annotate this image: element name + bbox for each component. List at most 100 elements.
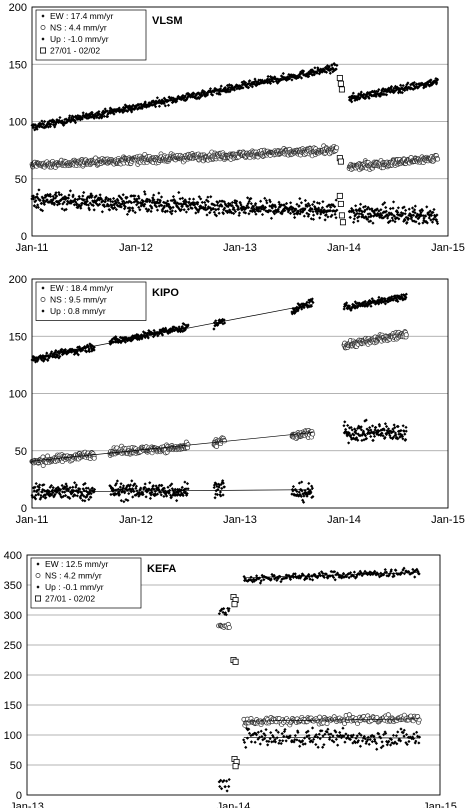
data-point (371, 221, 375, 225)
data-point (196, 200, 200, 205)
data-point (95, 115, 99, 120)
data-point (130, 479, 134, 483)
data-point (90, 194, 94, 198)
data-point (188, 197, 192, 201)
data-point (302, 736, 307, 740)
data-point (190, 206, 194, 210)
data-point (279, 741, 283, 746)
data-point (36, 205, 40, 209)
data-point (240, 80, 244, 84)
data-point (316, 745, 320, 749)
data-point (101, 114, 105, 118)
data-point (412, 80, 416, 85)
series-ns (29, 143, 441, 173)
data-point (349, 95, 353, 99)
data-point (316, 66, 320, 70)
data-point (143, 482, 147, 486)
series-ew (217, 566, 421, 617)
data-point (265, 201, 269, 205)
data-point (203, 200, 207, 205)
data-point (416, 717, 422, 723)
data-point (268, 200, 272, 204)
data-point (147, 104, 151, 108)
data-point (127, 491, 131, 496)
data-point (274, 79, 278, 84)
data-point (184, 210, 188, 214)
data-point (383, 568, 387, 572)
data-point (327, 66, 331, 70)
data-point (149, 209, 153, 213)
data-point (132, 197, 137, 201)
data-point (341, 726, 345, 730)
data-point (284, 201, 289, 206)
data-point (173, 209, 178, 213)
data-point (111, 200, 115, 204)
data-point (42, 198, 46, 202)
y-tick-label: 150 (9, 331, 27, 343)
data-point (191, 197, 196, 201)
data-point (291, 484, 296, 489)
data-point (435, 156, 441, 162)
data-point (359, 90, 363, 94)
data-point (358, 96, 362, 100)
data-point (281, 739, 285, 743)
data-point (35, 192, 39, 196)
data-point (337, 158, 344, 165)
data-point (76, 205, 80, 210)
data-point (105, 109, 109, 113)
data-point (388, 207, 393, 211)
y-tick-label: 50 (15, 446, 27, 458)
data-point (105, 114, 110, 119)
legend-label: NS : 4.4 mm/yr (50, 23, 107, 33)
x-tick-label: Jan-15 (423, 801, 457, 808)
data-point (171, 194, 176, 199)
data-point (59, 193, 63, 197)
data-point (143, 100, 147, 104)
data-point (173, 97, 177, 101)
data-point (250, 85, 254, 89)
data-point (106, 198, 110, 203)
data-point (419, 82, 423, 86)
data-point (166, 103, 171, 107)
data-point (243, 83, 247, 87)
data-point (416, 86, 420, 90)
data-point (255, 574, 259, 578)
data-point (352, 570, 357, 574)
data-point (351, 91, 355, 95)
data-point (263, 205, 268, 210)
data-point (85, 199, 89, 203)
y-tick-label: 100 (9, 389, 27, 401)
data-point (263, 196, 267, 200)
data-point (321, 745, 325, 749)
data-point (384, 93, 389, 97)
data-point (395, 85, 399, 89)
data-point (287, 77, 292, 81)
data-point (184, 97, 189, 102)
data-point (122, 109, 127, 113)
data-point (403, 88, 407, 93)
data-point (31, 194, 36, 198)
data-point (297, 204, 301, 208)
data-point (282, 77, 286, 81)
data-point (40, 195, 44, 199)
data-point (120, 202, 124, 206)
data-point (412, 84, 416, 88)
series-up (30, 188, 440, 226)
data-point (72, 203, 76, 207)
data-point (155, 101, 159, 105)
data-point (384, 87, 388, 92)
data-point (274, 728, 278, 732)
data-point (325, 64, 330, 68)
data-point (366, 95, 371, 99)
data-point (233, 209, 238, 214)
data-point (49, 194, 53, 198)
data-point (123, 205, 127, 209)
data-point (253, 82, 257, 86)
data-point (214, 214, 219, 218)
data-point (299, 76, 304, 80)
data-point (109, 199, 113, 204)
data-point (131, 209, 135, 213)
data-point (217, 90, 221, 94)
x-tick-label: Jan-15 (431, 514, 465, 526)
data-point (194, 211, 198, 215)
